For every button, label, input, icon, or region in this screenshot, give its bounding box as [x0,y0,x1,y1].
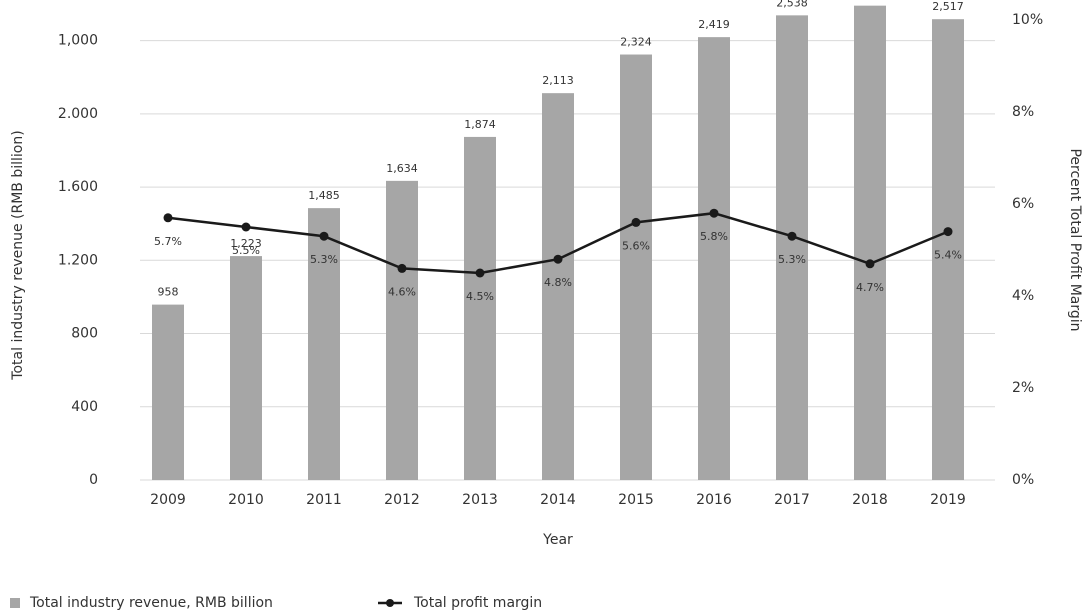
y-tick-label: 1,000 [58,33,98,49]
x-tick-label: 2009 [150,492,186,508]
bar-value-label: 1,223 [230,237,262,250]
bar-value-label: 2,419 [698,18,730,31]
bar-value-label: 2,517 [932,0,964,13]
bar [932,19,964,481]
legend-marker [386,599,394,607]
x-tick-label: 2010 [228,492,264,508]
y-tick-label: 0 [89,472,98,488]
x-tick-label: 2011 [306,492,342,508]
bar [152,304,184,480]
line-point [787,231,797,241]
bar-value-label: 958 [158,286,179,299]
y2-axis-title: Percent Total Profit Margin [1067,148,1083,331]
line-value-label: 5.7% [154,235,182,248]
line-point [475,268,485,278]
bar [620,54,652,480]
y2-tick-label: 0% [1012,472,1034,488]
y2-tick-label: 10% [1012,12,1043,28]
line-value-label: 5.8% [700,230,728,243]
bar [854,5,886,480]
line-point [553,254,563,264]
bar-value-label: 1,634 [386,162,418,175]
line-value-label: 4.6% [388,285,416,298]
line-value-label: 5.5% [232,244,260,257]
x-tick-label: 2013 [462,492,498,508]
legend-label: Total industry revenue, RMB billion [29,595,273,611]
bar-value-label: 2,113 [542,74,574,87]
x-tick-label: 2016 [696,492,732,508]
bar [698,37,730,480]
y-axis-title: Total industry revenue (RMB billion) [10,130,26,380]
line-point [163,213,173,223]
bar-value-label: 1,485 [308,189,340,202]
bar-value-label: 2,324 [620,36,652,49]
line-value-label: 4.5% [466,290,494,303]
y-tick-label: 400 [71,399,98,415]
y-tick-label: 2.000 [58,106,98,122]
line-point [943,227,953,237]
bar-value-label: 1,874 [464,118,496,131]
line-value-label: 5.4% [934,249,962,262]
line-point [631,217,641,227]
y2-tick-label: 2% [1012,380,1034,396]
legend-swatch [10,598,20,608]
line-value-label: 5.3% [778,253,806,266]
x-tick-label: 2019 [930,492,966,508]
line-value-label: 4.8% [544,276,572,289]
bar [464,136,496,480]
bar [386,180,418,481]
x-tick-label: 2015 [618,492,654,508]
legend-label: Total profit margin [413,595,542,611]
y2-tick-label: 8% [1012,104,1034,120]
y-tick-label: 1.600 [58,179,98,195]
line-value-label: 5.3% [310,253,338,266]
bar [308,208,340,480]
line-point [241,222,251,232]
y-tick-label: 1.200 [58,252,98,268]
bar-value-label: 2,538 [776,0,808,9]
line-point [865,259,875,269]
bar [542,93,574,481]
line-point [319,231,329,241]
x-tick-label: 2017 [774,492,810,508]
y-tick-label: 800 [71,326,98,342]
line-value-label: 5.6% [622,239,650,252]
line-point [397,263,407,273]
x-tick-label: 2014 [540,492,576,508]
x-tick-label: 2012 [384,492,420,508]
line-value-label: 4.7% [856,281,884,294]
bar [776,15,808,480]
y2-tick-label: 4% [1012,288,1034,304]
x-axis-title: Year [542,532,573,548]
bar [230,256,262,480]
line-point [709,208,719,218]
x-tick-label: 2018 [852,492,888,508]
y2-tick-label: 6% [1012,196,1034,212]
